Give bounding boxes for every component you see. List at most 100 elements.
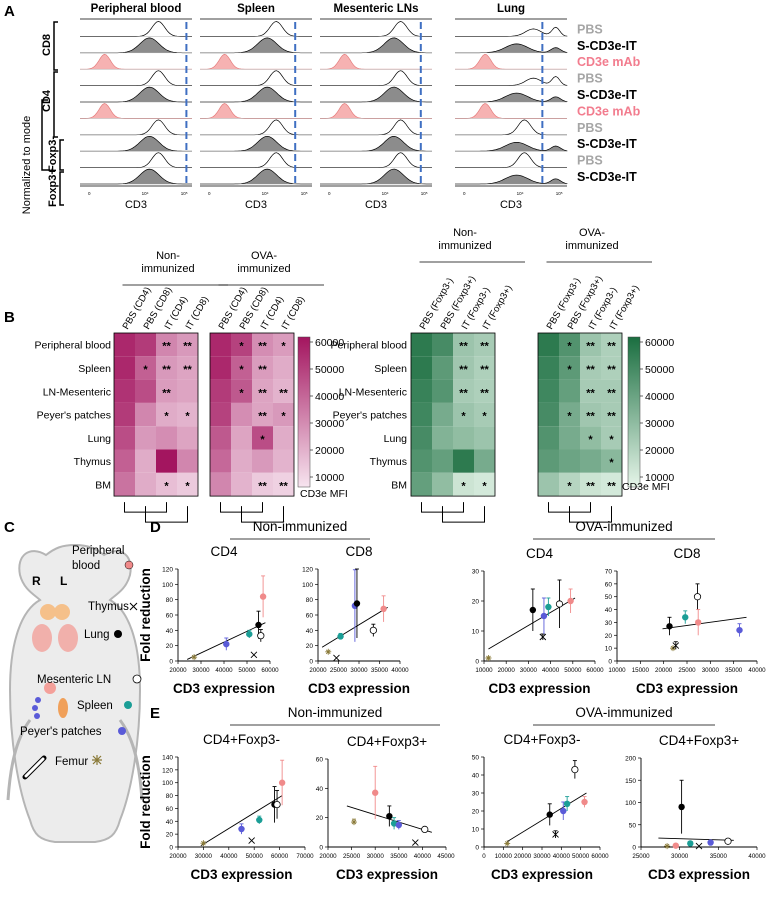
mesenteric-ln-organ xyxy=(44,682,56,694)
heatmap-cell xyxy=(156,472,177,497)
heatmap-cell xyxy=(453,379,474,403)
heatmap-cell xyxy=(252,379,273,403)
heatmap-cell xyxy=(453,402,474,427)
x-tick-label: 35000 xyxy=(725,667,743,674)
heatmap-cell xyxy=(177,333,198,357)
heatmap-group-label: immunized xyxy=(237,263,290,275)
column-header: Peripheral blood xyxy=(91,3,182,15)
column-header: Mesenteric LNs xyxy=(333,3,418,15)
x-axis-label: CD3 xyxy=(245,199,267,211)
x-tick-label: 20000 xyxy=(319,853,337,860)
heatmap-cell xyxy=(252,402,273,427)
significance-stars: * xyxy=(461,480,466,492)
x-axis-label: CD3 expression xyxy=(648,867,750,882)
significance-stars: * xyxy=(239,387,244,399)
x-tick-label: 40000 xyxy=(215,667,233,674)
x-axis-label: CD3 expression xyxy=(336,867,438,882)
significance-stars: * xyxy=(609,434,614,446)
histogram-curve xyxy=(320,168,432,185)
significance-stars: * xyxy=(164,480,169,492)
x-tick-label: 70000 xyxy=(296,853,314,860)
y-tick-label: 100 xyxy=(162,780,173,787)
tick-label: 10⁴ xyxy=(142,191,149,196)
marker-peripheral-blood xyxy=(124,560,134,570)
heatmap-cell xyxy=(252,333,273,357)
y-tick-label: 0 xyxy=(475,845,479,852)
group-bracket xyxy=(41,99,50,171)
column-header: Lung xyxy=(497,3,525,15)
tick-label: 0 xyxy=(463,191,466,196)
histogram-curve xyxy=(455,103,567,119)
point-femur xyxy=(504,840,511,847)
point-pp xyxy=(238,825,245,833)
point-lnm xyxy=(369,626,377,634)
heatmap-cell xyxy=(538,426,559,450)
y-tick-label: 60 xyxy=(166,613,174,620)
thymus-organ xyxy=(40,604,56,620)
y-tick-label: 10 xyxy=(472,827,480,834)
heatmap-cell xyxy=(453,472,474,497)
heatmap-cell xyxy=(601,402,622,427)
marker-femur xyxy=(92,755,102,765)
point-pb xyxy=(581,798,588,806)
significance-stars: * xyxy=(185,411,190,423)
legend-1: S-CD3e-IT xyxy=(577,39,637,53)
point-femur xyxy=(664,843,671,850)
x-tick-label: 20000 xyxy=(514,853,532,860)
histogram-curve xyxy=(80,86,192,103)
heatmap-cell xyxy=(114,449,135,473)
chart-title: CD4+Foxp3+ xyxy=(659,733,739,748)
heatmap-cell xyxy=(432,379,453,403)
histogram-curve xyxy=(320,53,432,70)
y-tick-label: 20 xyxy=(306,643,314,650)
heatmap-cell xyxy=(453,426,474,450)
heatmap-cell xyxy=(453,333,474,357)
heatmap-cell xyxy=(538,472,559,497)
heatmap-cell xyxy=(156,379,177,403)
significance-stars: ** xyxy=(258,411,267,423)
significance-stars: * xyxy=(239,341,244,353)
y-tick-label: 0 xyxy=(608,659,612,666)
significance-stars: ** xyxy=(480,341,489,353)
heatmap-cell xyxy=(580,472,601,497)
point-thymus xyxy=(412,839,419,846)
heatmap-row-label: Peripheral blood xyxy=(331,340,408,352)
heatmap-cell xyxy=(432,333,453,357)
marker-spleen xyxy=(124,701,132,709)
y-tick-label: 40 xyxy=(605,607,613,614)
y-tick-label: 40 xyxy=(166,628,174,635)
y-tick-label: 30 xyxy=(472,791,480,798)
y-axis-label: Fold reduction xyxy=(138,568,153,662)
heatmap-cell xyxy=(474,472,495,497)
point-spleen xyxy=(337,633,344,640)
heatmap-border xyxy=(410,332,496,497)
point-pp xyxy=(395,821,402,829)
point-spleen xyxy=(545,603,552,611)
panel-d-letter: D xyxy=(150,519,161,536)
x-tick-label: 20000 xyxy=(169,853,187,860)
heatmap-group-label: immunized xyxy=(438,240,491,252)
histogram-curve xyxy=(80,53,192,70)
point-pb xyxy=(380,605,387,613)
heatmap-cell xyxy=(114,472,135,497)
point-thymus xyxy=(539,633,547,641)
group-bracket xyxy=(59,171,64,206)
heatmap-cell xyxy=(273,449,294,473)
x-tick-label: 20000 xyxy=(655,667,673,674)
heatmap-cell xyxy=(210,356,231,380)
point-lnm xyxy=(257,632,265,640)
panel-a-ylabel: Normalized to mode xyxy=(21,116,33,214)
panel-a-histograms: Peripheral blood Spleen Mesenteric LNs Lung… xyxy=(41,3,641,211)
y-tick-label: 60 xyxy=(306,613,314,620)
marker-thymus xyxy=(129,602,138,611)
x-tick-label: 25000 xyxy=(678,667,696,674)
panel-e-ova-immunized: OVA-immunized xyxy=(575,705,672,720)
x-tick-label: 50000 xyxy=(572,853,590,860)
y-tick-label: 100 xyxy=(302,582,313,589)
heatmap-cell xyxy=(210,449,231,473)
histogram-curve xyxy=(455,26,568,37)
x-axis-label: CD3 expression xyxy=(308,681,410,696)
y-tick-label: 0 xyxy=(632,845,636,852)
significance-stars: * xyxy=(143,364,148,376)
heatmap-cell xyxy=(252,472,273,497)
